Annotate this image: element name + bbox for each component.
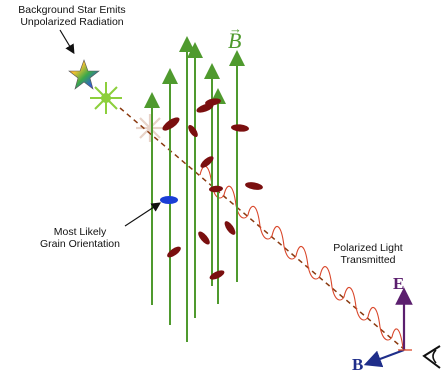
polarized-light-label: Polarized Light Transmitted — [318, 242, 418, 266]
star-icon — [68, 59, 100, 90]
dust-grains — [162, 98, 263, 280]
polarized-label-line-1: Polarized Light — [333, 242, 403, 254]
polarized-label-line-2: Transmitted — [340, 254, 396, 266]
grain-label-line-2: Grain Orientation — [40, 238, 120, 250]
star-label-line-1: Background Star Emits — [18, 4, 126, 16]
eye-icon — [422, 345, 441, 369]
e-vector-label: E — [393, 274, 405, 293]
grain-label: Most Likely Grain Orientation — [30, 226, 130, 250]
b-vector-arrow — [363, 348, 405, 368]
aligned-grain — [160, 196, 178, 204]
star-label-line-2: Unpolarized Radiation — [20, 16, 124, 28]
light-path — [119, 107, 406, 351]
magnetic-field-symbol: → B — [228, 21, 242, 53]
grain-label-line-1: Most Likely — [53, 226, 107, 238]
star-label: Background Star Emits Unpolarized Radiat… — [2, 4, 142, 28]
unpolarized-radiation-burst — [90, 82, 122, 114]
grain-label-pointer — [124, 202, 162, 227]
star-label-pointer — [59, 29, 75, 55]
polarized-light-wave — [199, 165, 404, 349]
faded-radiation-burst — [136, 114, 164, 142]
b-vector-label: B — [352, 355, 364, 374]
